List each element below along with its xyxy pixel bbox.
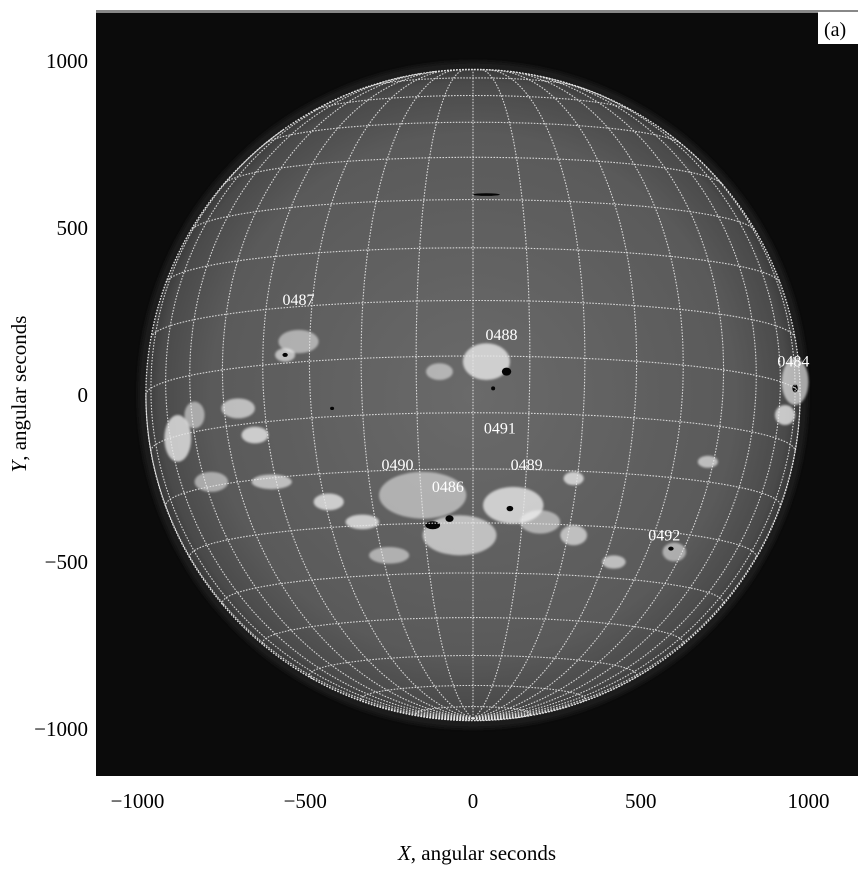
plage-patch <box>379 471 467 519</box>
plage-patch <box>345 514 380 530</box>
active-region-label-0484: 0484 <box>777 354 809 371</box>
plage-patch <box>519 510 561 534</box>
grid-line <box>472 86 781 719</box>
y-tick-label: 0 <box>78 383 89 407</box>
plage-patch <box>560 525 588 546</box>
x-tick-label: 500 <box>625 789 657 813</box>
grid-line <box>262 70 474 719</box>
y-tick-label: 1000 <box>46 49 88 73</box>
plage-patch <box>774 405 796 426</box>
grid-line <box>150 129 474 719</box>
grid-line <box>145 355 801 396</box>
x-tick-label: 0 <box>468 789 479 813</box>
grid-line <box>472 70 684 719</box>
grid-line <box>150 412 796 452</box>
grid-line <box>360 684 586 704</box>
sunspot <box>473 193 500 196</box>
heliographic-grid <box>145 68 801 722</box>
grid-line <box>189 76 474 719</box>
grid-line <box>165 247 781 283</box>
plage-patch <box>426 363 453 380</box>
sunspot <box>330 406 335 411</box>
active-region-label-0487: 0487 <box>283 292 315 309</box>
panel-label: (a) <box>824 19 846 41</box>
sunspot <box>445 515 454 522</box>
disk-surface <box>145 69 801 721</box>
active-region-label-0489: 0489 <box>511 457 543 474</box>
disk-limb <box>145 68 801 722</box>
solar-disk: 0487 0488 0484 0491 0490 0489 0486 0492 <box>137 61 810 729</box>
plage-patch <box>184 401 205 429</box>
active-region-label-0492: 0492 <box>648 527 680 544</box>
active-region-label-0490: 0490 <box>382 457 414 474</box>
active-region-labels: 0487 0488 0484 0491 0490 0489 0486 0492 <box>283 292 810 544</box>
active-region-label-0488: 0488 <box>486 327 518 344</box>
plage-patch <box>697 455 718 468</box>
y-tick-label: −500 <box>45 550 88 574</box>
x-axis-title: X, angular seconds <box>397 841 556 865</box>
plage-patch <box>164 415 192 462</box>
grid-line <box>472 129 796 719</box>
grid-line <box>472 717 480 722</box>
plage-patch <box>194 471 229 492</box>
grid-line <box>472 72 725 719</box>
top-border <box>96 10 858 13</box>
plage-patch <box>313 493 344 511</box>
grid-line <box>262 617 684 647</box>
grid-line <box>189 522 757 558</box>
sunspot <box>491 386 496 391</box>
y-tick-label: −1000 <box>34 717 88 741</box>
grid-line <box>472 76 757 719</box>
plage-patch <box>368 546 410 564</box>
panel-label-box: (a) <box>818 12 858 44</box>
sunspot <box>668 546 674 551</box>
grid-line <box>415 68 474 719</box>
plage-patch <box>422 515 497 556</box>
plage-patch <box>563 471 584 486</box>
plage-patch <box>278 329 319 354</box>
surface-features <box>164 329 809 569</box>
x-tick-label: −1000 <box>111 789 165 813</box>
grid-line <box>472 69 638 719</box>
y-axis-ticks: 1000 500 0 −500 −1000 <box>34 49 88 741</box>
sunspot <box>506 505 514 512</box>
x-tick-label: −500 <box>284 789 327 813</box>
plage-patch <box>602 555 626 569</box>
y-tick-label: 500 <box>57 216 89 240</box>
sunspot <box>425 521 441 530</box>
x-tick-label: 1000 <box>788 789 830 813</box>
grid-line <box>314 94 632 111</box>
sunspot <box>501 367 512 376</box>
grid-line <box>472 68 531 719</box>
active-region-label-0486: 0486 <box>432 479 464 496</box>
grid-line <box>189 199 757 232</box>
sunspot <box>282 352 288 357</box>
active-region-label-0491: 0491 <box>484 420 516 437</box>
plage-patch <box>251 474 292 490</box>
plage-patch <box>241 426 269 444</box>
grid-line <box>165 86 474 719</box>
grid-line <box>265 121 681 144</box>
plage-patch <box>462 343 510 380</box>
grid-line <box>472 717 503 721</box>
grid-line <box>308 654 638 680</box>
grid-line <box>308 69 474 719</box>
grid-line <box>221 72 474 719</box>
y-axis-title: Y, angular seconds <box>7 316 31 473</box>
grid-line <box>472 717 485 721</box>
plage-patch <box>221 398 255 419</box>
x-axis-ticks: −1000 −500 0 500 1000 <box>111 789 830 813</box>
